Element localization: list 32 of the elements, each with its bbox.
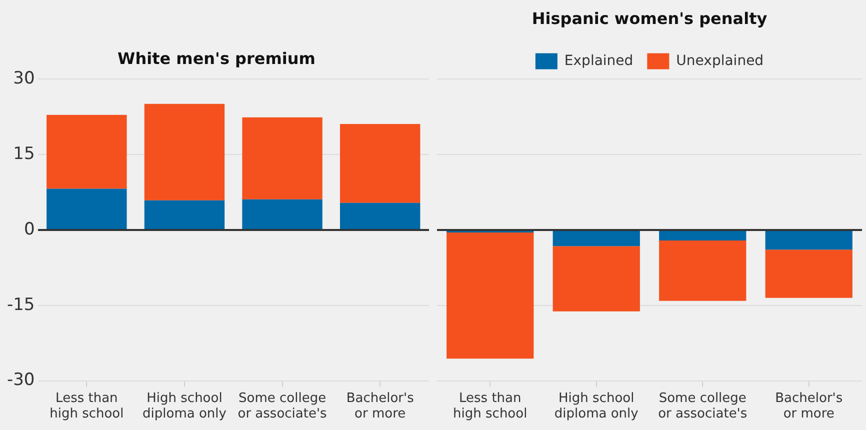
legend-label: Explained (564, 52, 634, 69)
bar (765, 231, 852, 250)
y-tick-label: -15 (6, 294, 35, 315)
bar (659, 231, 746, 241)
bar (552, 246, 640, 312)
bar (46, 114, 127, 189)
x-tick-label: Less than high school (453, 390, 528, 422)
bar (340, 124, 420, 203)
x-tick-label: Bachelor's or more (775, 390, 843, 422)
chart-title: White men's premium (118, 48, 316, 68)
y-tick-label: 15 (13, 144, 35, 164)
bar (765, 250, 852, 298)
bar (242, 199, 322, 229)
x-tick-label: Some college or associate's (238, 390, 328, 422)
y-tick-label: 30 (13, 68, 35, 89)
bar (144, 104, 225, 200)
bar (144, 200, 225, 229)
legend-label: Unexplained (676, 52, 764, 69)
x-tick-label: High school diploma only (142, 390, 227, 422)
bar (552, 231, 640, 246)
x-tick-label: High school diploma only (554, 390, 639, 422)
bar (340, 202, 420, 229)
y-tick-label: -30 (6, 370, 35, 390)
bar (446, 232, 534, 359)
chart-title: Hispanic women's penalty (532, 8, 768, 28)
bar (659, 240, 746, 301)
bar (46, 188, 127, 229)
x-tick-label: Some college or associate's (658, 390, 748, 422)
x-tick-label: Bachelor's or more (346, 390, 414, 422)
x-tick-label: Less than high school (50, 390, 124, 422)
y-tick-label: 0 (24, 219, 35, 240)
bar (242, 117, 322, 200)
